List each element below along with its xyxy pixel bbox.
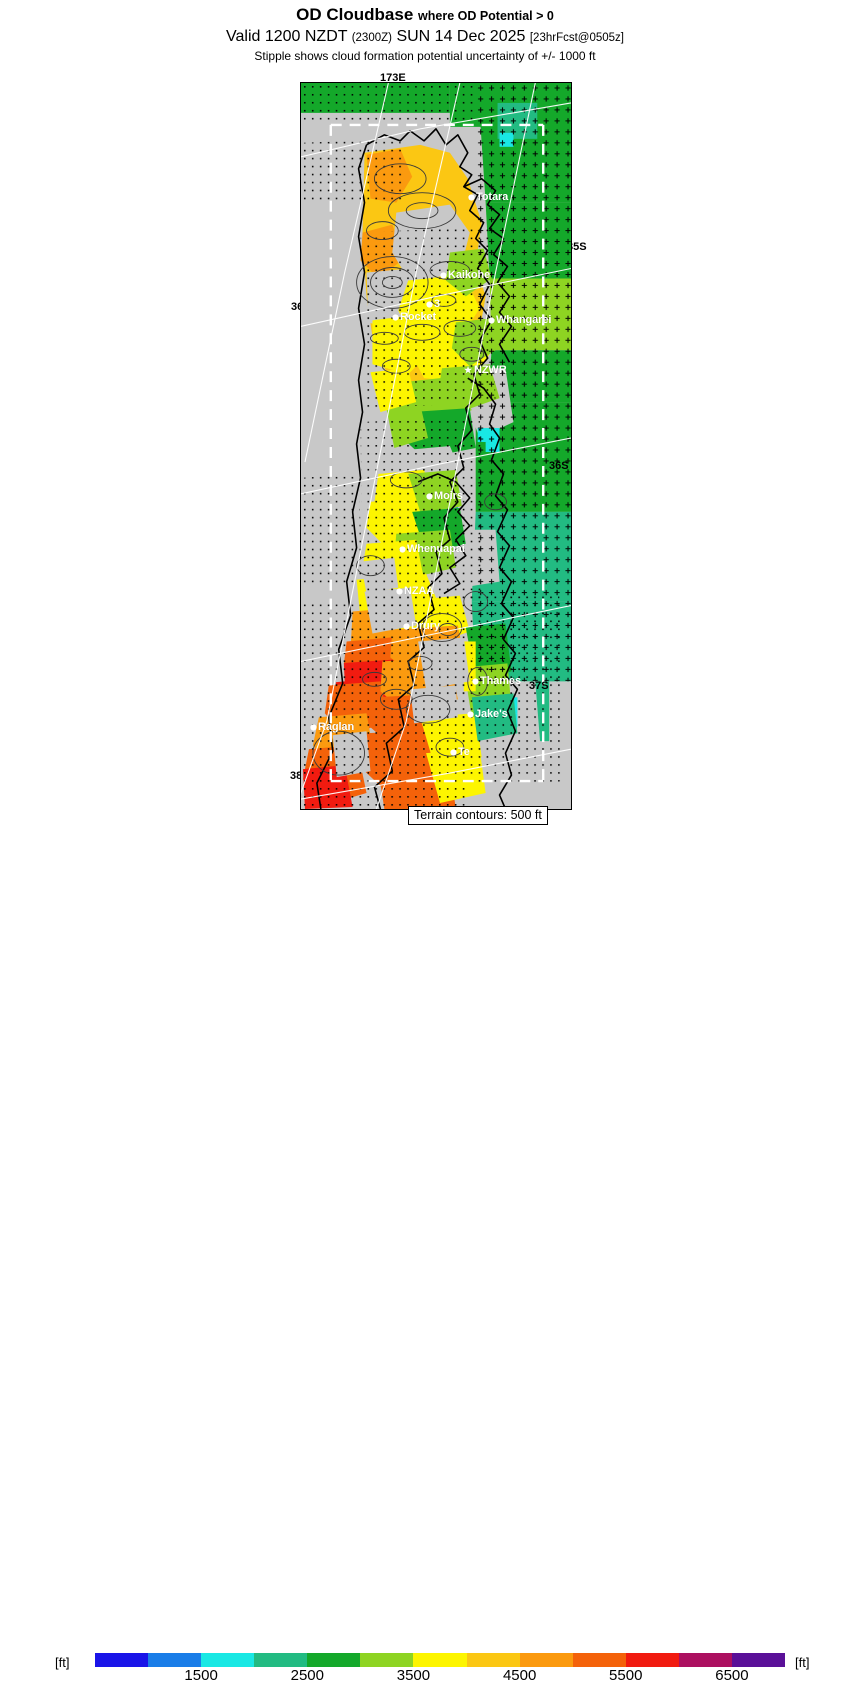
colorbar-band-2[interactable]: [201, 1653, 255, 1667]
title-main: OD Cloudbase: [296, 5, 414, 24]
station-dot-icon: [469, 194, 474, 200]
colorbar-band-11[interactable]: [678, 1653, 732, 1667]
city-label: Te: [458, 746, 470, 758]
station-dot-icon: [397, 588, 402, 594]
city-marker-thames[interactable]: Thames: [473, 675, 521, 687]
colorbar-tick-4500: 4500: [502, 1667, 537, 1684]
colorbar-band-6[interactable]: [413, 1653, 467, 1667]
city-marker-3[interactable]: 3: [427, 298, 440, 310]
valid-date: SUN 14 Dec 2025: [396, 28, 526, 45]
valid-prefix: Valid 1200 NZDT: [226, 28, 348, 45]
city-marker-rocket[interactable]: Rocket: [393, 311, 436, 323]
colorbar-ticks: 1500 2500 3500 4500 5500 6500: [95, 1667, 785, 1685]
city-label: Jake's: [475, 708, 508, 720]
title-block: OD Cloudbase where OD Potential > 0 Vali…: [0, 0, 850, 63]
colorbar-band-7[interactable]: [466, 1653, 520, 1667]
city-label: NZWR: [473, 364, 507, 376]
city-marker-whangarei[interactable]: Whangarei: [489, 314, 551, 326]
cloudbase-raster: [301, 83, 571, 809]
city-marker-nzwr[interactable]: ★ NZWR: [464, 364, 507, 376]
colorbar-unit-left: [ft]: [55, 1655, 70, 1670]
station-dot-icon: [400, 546, 405, 552]
station-dot-icon: [311, 724, 316, 730]
station-dot-icon: [427, 493, 432, 499]
city-marker-raglan[interactable]: Raglan: [311, 721, 354, 733]
city-marker-totara[interactable]: Totara: [469, 191, 508, 203]
colorbar-band-12[interactable]: [731, 1653, 786, 1667]
colorbar-tick-2500: 2500: [290, 1667, 324, 1684]
station-star-icon: ★: [464, 364, 472, 375]
colorbar-band-4[interactable]: [307, 1653, 361, 1667]
city-marker-drury[interactable]: Drury: [404, 620, 440, 632]
city-label: Drury: [411, 620, 440, 632]
colorbar-tick-6500: 6500: [715, 1667, 749, 1684]
colorbar-tick-5500: 5500: [609, 1667, 643, 1684]
colorbar-band-3[interactable]: [254, 1653, 308, 1667]
page-title: OD Cloudbase where OD Potential > 0: [0, 5, 850, 26]
terrain-contours-legend: Terrain contours: 500 ft: [408, 806, 548, 825]
colorbar-band-5[interactable]: [360, 1653, 414, 1667]
station-dot-icon: [427, 301, 432, 307]
city-marker-jake-s[interactable]: Jake's: [468, 708, 508, 720]
colorbar-band-8[interactable]: [519, 1653, 573, 1667]
colorbar-unit-right: [ft]: [795, 1655, 810, 1670]
colorbar-tick-3500: 3500: [396, 1667, 431, 1684]
city-label: Kaikohe: [448, 269, 491, 281]
station-dot-icon: [468, 711, 473, 717]
city-label: Thames: [480, 675, 521, 687]
colorbar-band-9[interactable]: [572, 1653, 626, 1667]
colorbar-bands[interactable]: [95, 1653, 786, 1667]
city-label: Moirs: [434, 490, 463, 502]
city-label: Totara: [476, 191, 509, 203]
graticule-label-outside-173e: 173E: [380, 72, 406, 84]
city-label: Rocket: [400, 311, 437, 323]
subtitle: Stipple shows cloud formation potential …: [254, 49, 596, 63]
station-dot-icon: [404, 623, 409, 629]
colorbar-band-1[interactable]: [148, 1653, 202, 1667]
city-label: Whangarei: [496, 314, 552, 326]
colorbar[interactable]: [ft] [ft] 1500 2500 3500 4500 5500 6500: [0, 826, 850, 1684]
graticule-label-37s: 37S: [529, 680, 549, 692]
station-dot-icon: [393, 314, 398, 320]
station-dot-icon: [489, 317, 494, 323]
colorbar-tick-1500: 1500: [184, 1667, 218, 1684]
graticule-label-36s: 36S: [549, 460, 569, 472]
city-label: Raglan: [318, 721, 355, 733]
title-condition: where OD Potential > 0: [418, 9, 554, 23]
city-marker-te[interactable]: Te: [451, 746, 470, 758]
city-label: NZAA: [404, 585, 435, 597]
colorbar-band-10[interactable]: [625, 1653, 679, 1667]
city-marker-kaikohe[interactable]: Kaikohe: [441, 269, 490, 281]
valid-time-line: Valid 1200 NZDT (2300Z) SUN 14 Dec 2025 …: [0, 27, 850, 48]
city-label: Whenuapai: [407, 543, 465, 555]
city-label: 3: [434, 298, 441, 310]
station-dot-icon: [451, 749, 456, 755]
forecast-tag: [23hrFcst@0505z]: [529, 32, 624, 44]
city-marker-whenuapai[interactable]: Whenuapai: [400, 543, 465, 555]
city-marker-moirs[interactable]: Moirs: [427, 490, 463, 502]
valid-utc: (2300Z): [351, 32, 392, 44]
colorbar-band-0[interactable]: [95, 1653, 149, 1667]
station-dot-icon: [441, 272, 446, 278]
city-marker-nzaa[interactable]: NZAA: [397, 585, 434, 597]
map-panel[interactable]: Totara Kaikohe 3 Rocket Whangarei ★ NZWR Moirs W…: [300, 82, 572, 810]
station-dot-icon: [473, 678, 478, 684]
